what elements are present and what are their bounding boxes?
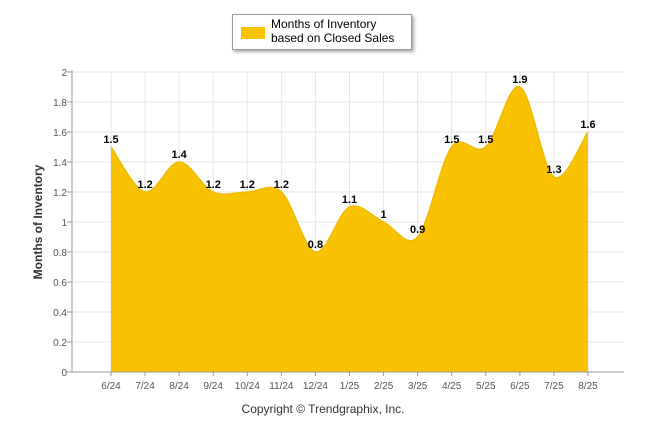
data-label-0: 1.5 (103, 134, 118, 146)
y-tick-label-1: 0.2 (53, 338, 67, 349)
y-tick-label-7: 1.4 (53, 158, 67, 169)
x-tick-label-6: 12/24 (303, 381, 328, 392)
x-tick-label-4: 10/24 (235, 381, 260, 392)
data-label-4: 1.2 (240, 179, 255, 191)
y-tick-label-6: 1.2 (53, 188, 67, 199)
data-label-10: 1.5 (444, 134, 459, 146)
data-label-3: 1.2 (206, 179, 221, 191)
x-tick-label-11: 5/25 (476, 381, 496, 392)
x-tick-label-12: 6/25 (510, 381, 530, 392)
y-tick-label-4: 0.8 (53, 248, 67, 259)
x-tick-label-7: 1/25 (340, 381, 360, 392)
data-label-6: 0.8 (308, 239, 323, 251)
y-tick-labels: 0 0.2 0.4 0.6 0.8 1 1.2 1.4 1.6 1.8 2 (53, 68, 67, 379)
axes (71, 70, 624, 373)
x-tick-label-9: 3/25 (408, 381, 428, 392)
y-tick-label-5: 1 (61, 218, 67, 229)
y-tick-label-8: 1.6 (53, 128, 67, 139)
copyright-text: Copyright © Trendgraphix, Inc. (241, 402, 405, 416)
area-series (110, 86, 589, 373)
data-label-5: 1.2 (274, 179, 289, 191)
y-tick-label-10: 2 (61, 68, 67, 79)
x-tick-label-1: 7/24 (135, 381, 155, 392)
x-tick-label-5: 11/24 (269, 381, 294, 392)
x-tick-label-14: 8/25 (578, 381, 598, 392)
x-tick-labels: 6/24 7/24 8/24 9/24 10/24 11/24 12/24 1/25 2/25 3… (101, 372, 598, 392)
x-tick-label-2: 8/24 (169, 381, 189, 392)
data-label-13: 1.3 (546, 164, 561, 176)
data-label-1: 1.2 (137, 179, 152, 191)
y-tick-label-9: 1.8 (53, 98, 67, 109)
y-axis-label: Months of Inventory (31, 164, 45, 279)
data-label-12: 1.9 (512, 74, 527, 86)
x-tick-label-8: 2/25 (374, 381, 394, 392)
data-labels: 1.5 1.2 1.4 1.2 1.2 1.2 0.8 1.1 1 0.9 1.5 1.5 1.9 1.3… (103, 74, 595, 251)
x-tick-label-3: 9/24 (203, 381, 223, 392)
area-fill (111, 86, 588, 373)
x-tick-label-13: 7/25 (544, 381, 564, 392)
x-tick-label-0: 6/24 (101, 381, 121, 392)
data-label-7: 1.1 (342, 194, 357, 206)
data-label-8: 1 (381, 209, 387, 221)
area-line (110, 86, 589, 253)
data-label-14: 1.6 (580, 119, 595, 131)
data-label-2: 1.4 (171, 149, 187, 161)
data-label-11: 1.5 (478, 134, 493, 146)
legend: Months of Inventory based on Closed Sale… (232, 14, 412, 50)
y-tick-label-3: 0.6 (53, 278, 67, 289)
y-tick-label-2: 0.4 (53, 308, 67, 319)
y-tick-label-0: 0 (61, 368, 67, 379)
legend-label: Months of Inventory based on Closed Sale… (271, 17, 395, 45)
x-tick-label-10: 4/25 (442, 381, 462, 392)
data-label-9: 0.9 (410, 224, 425, 236)
legend-swatch (241, 27, 265, 39)
